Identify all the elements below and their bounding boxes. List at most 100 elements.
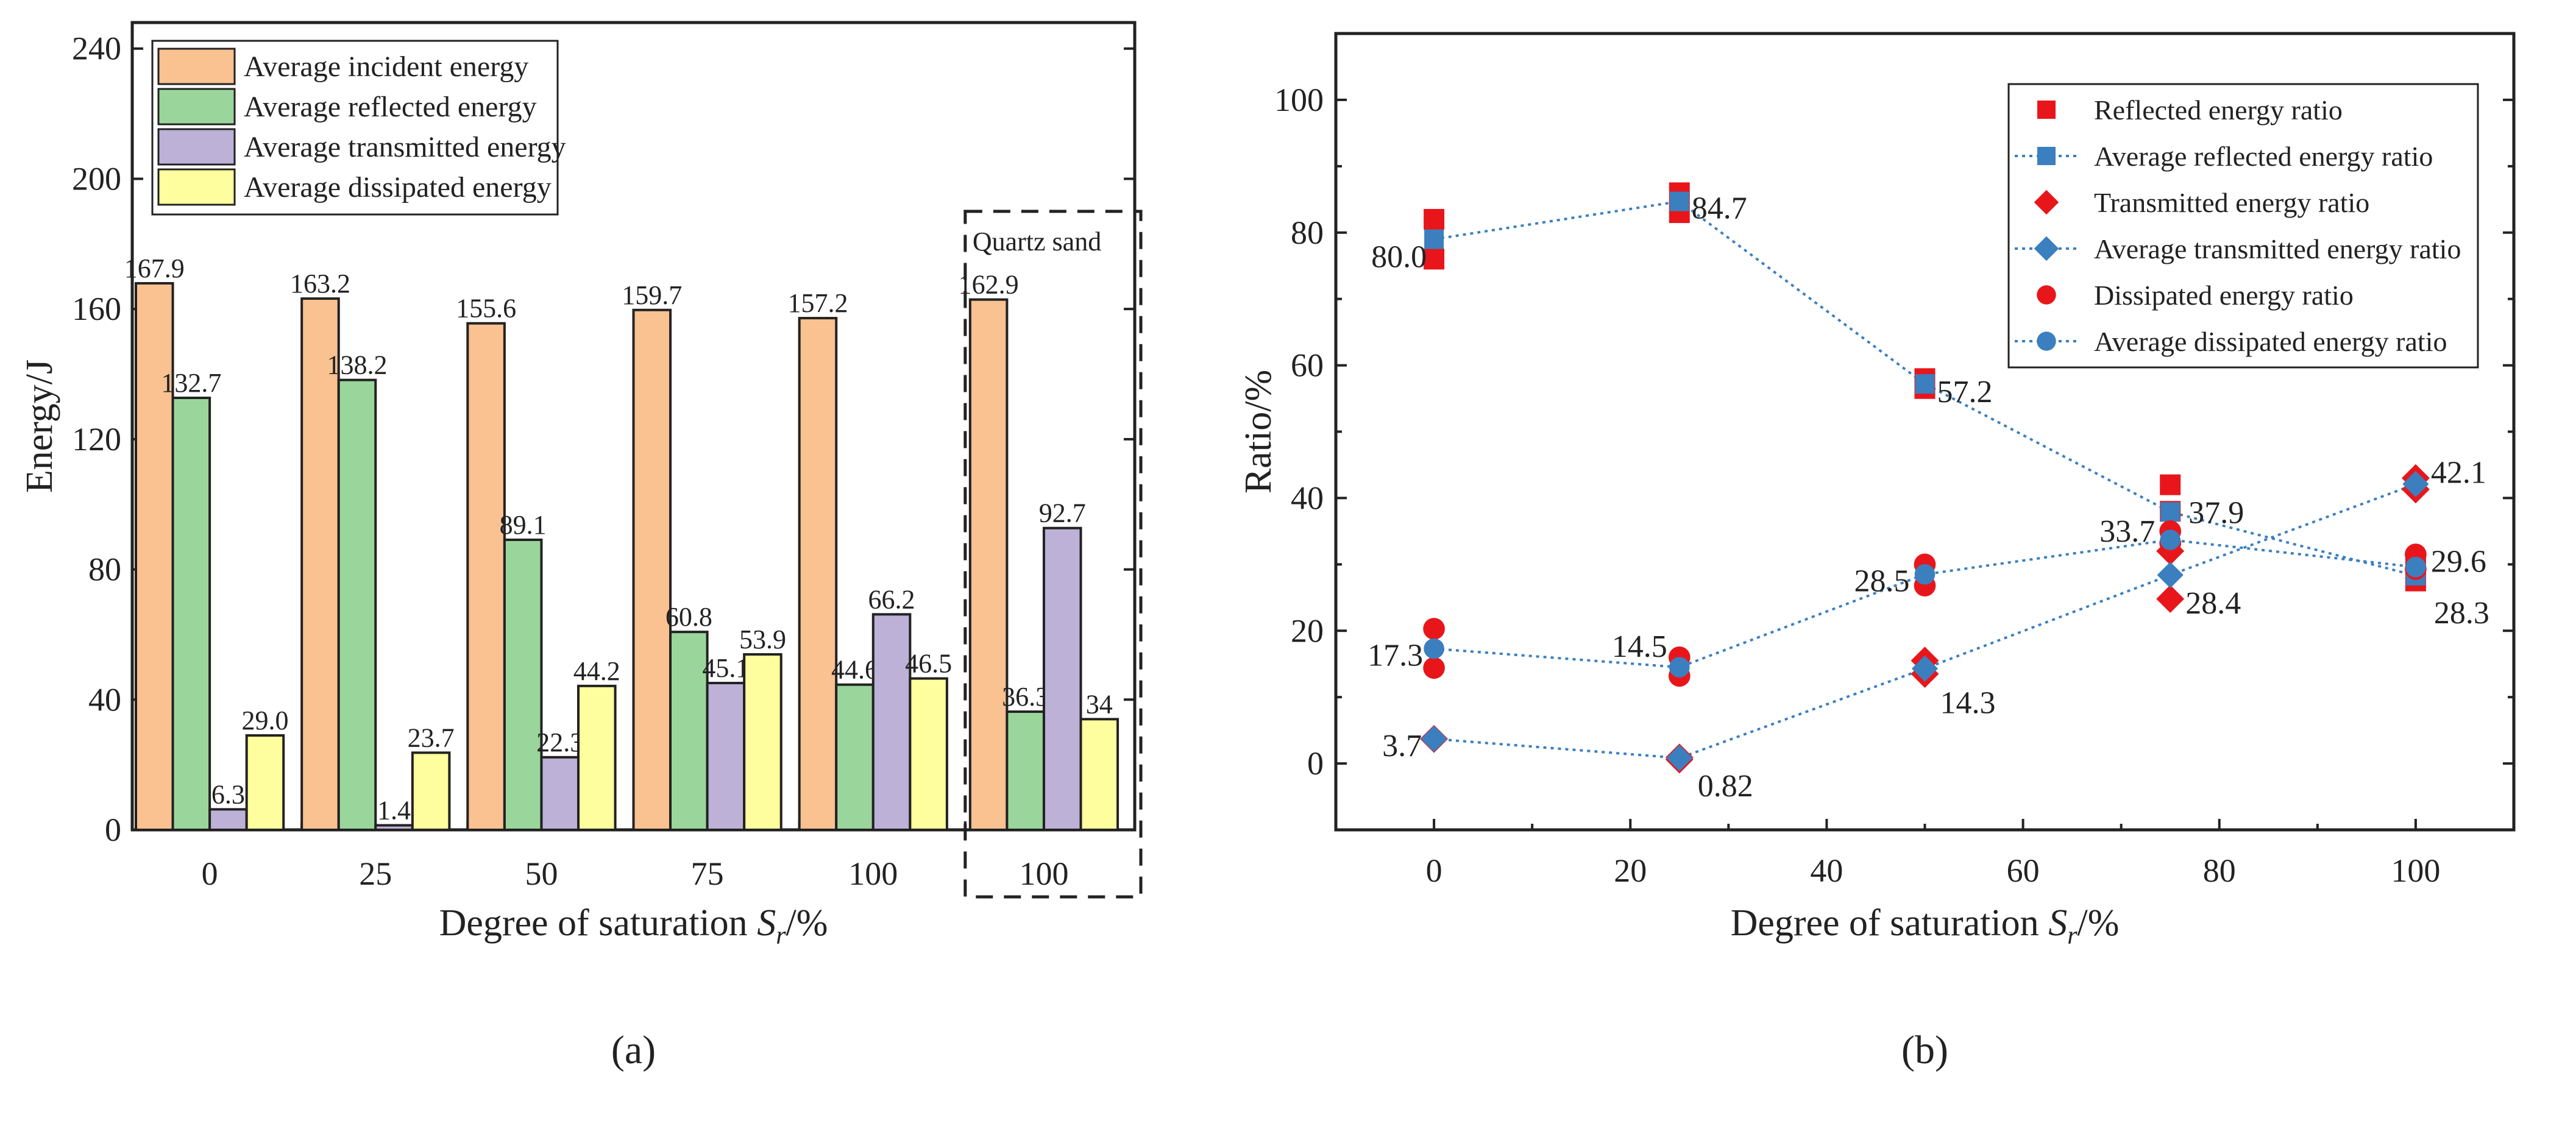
- legend-label: Average reflected energy: [244, 91, 537, 123]
- x-tick-label: 0: [202, 855, 218, 892]
- quartz-sand-box: [963, 210, 1143, 899]
- point-value-label: 80.0: [1371, 240, 1427, 275]
- x-tick-label: 75: [691, 855, 724, 892]
- legend-swatch: [157, 48, 236, 85]
- point-value-label: 42.1: [2431, 456, 2486, 490]
- x-tick-label: 100: [848, 855, 898, 892]
- bar: [540, 756, 580, 831]
- x-tick-label: 100: [1019, 855, 1068, 892]
- legend-label: Dissipated energy ratio: [2094, 280, 2354, 311]
- data-point: [1424, 208, 1445, 230]
- average-point: [2402, 470, 2429, 498]
- point-value-label: 3.7: [1382, 729, 1422, 763]
- bar: [1006, 710, 1045, 831]
- bar-value-label: 44.6: [831, 655, 878, 685]
- x-tick-label: 50: [525, 855, 558, 892]
- x-tick-label: 25: [359, 855, 392, 892]
- y-tick-label: 60: [1291, 347, 1324, 384]
- y-tick-label: 160: [72, 291, 121, 327]
- bar-value-label: 34: [1086, 689, 1113, 719]
- bar: [798, 317, 838, 831]
- point-value-label: 14.5: [1612, 629, 1667, 664]
- y-tick-label: 100: [1274, 82, 1324, 118]
- y-tick-label: 0: [1307, 745, 1324, 782]
- bar-chart-a: 0 40 80 120 160 200 240 0 167.9 132.7 6.3 29.0 25 163…: [19, 21, 1143, 1072]
- point-value-label: 33.7: [2099, 514, 2155, 549]
- bar-value-label: 159.7: [622, 280, 682, 310]
- legend-label: Average transmitted energy ratio: [2094, 233, 2461, 264]
- y-tick-label: 80: [88, 551, 121, 588]
- bar-value-label: 155.6: [456, 294, 516, 324]
- bar: [1079, 718, 1119, 832]
- bar-value-label: 23.7: [408, 723, 455, 752]
- point-value-label: 14.3: [1940, 685, 1996, 720]
- x-tick-label: 80: [2203, 852, 2236, 889]
- legend-label: Average transmitted energy: [244, 131, 566, 163]
- y-tick-label: 240: [72, 30, 121, 67]
- data-point: [1423, 657, 1445, 679]
- point-value-label: 28.3: [2434, 596, 2489, 631]
- average-point: [2160, 502, 2180, 522]
- average-point: [2157, 562, 2184, 589]
- y-tick-label: 40: [88, 681, 121, 718]
- bar-value-label: 92.7: [1039, 498, 1086, 528]
- legend-label: Average dissipated energy ratio: [2094, 326, 2447, 357]
- point-value-label: 37.9: [2188, 495, 2244, 530]
- bar-value-label: 36.3: [1002, 682, 1049, 712]
- x-tick-label: 20: [1614, 852, 1647, 889]
- bar-value-label: 167.9: [124, 253, 185, 283]
- y-axis-title: Ratio/%: [1238, 370, 1279, 494]
- legend-swatch: [157, 88, 236, 126]
- point-value-label: 28.4: [2185, 586, 2241, 621]
- point-value-label: 0.82: [1698, 769, 1753, 804]
- bar: [466, 322, 506, 831]
- bar: [871, 613, 912, 831]
- x-tick-label: 100: [2391, 852, 2440, 889]
- average-point: [1669, 657, 1690, 678]
- bar-value-label: 22.3: [536, 727, 583, 757]
- bar-value-label: 138.2: [327, 350, 388, 380]
- point-value-label: 57.2: [1937, 375, 1993, 409]
- legend-marker: [2037, 285, 2056, 305]
- y-axis-title: Energy/J: [19, 359, 60, 493]
- bar: [706, 682, 746, 832]
- bar: [503, 538, 543, 831]
- point-value-label: 17.3: [1368, 639, 1423, 673]
- data-point: [1424, 249, 1445, 270]
- average-point: [2405, 556, 2426, 578]
- legend: Reflected energy ratio Average reflected …: [2007, 83, 2479, 369]
- bar-value-label: 157.2: [787, 288, 848, 318]
- average-point: [1421, 726, 1447, 752]
- legend-label: Reflected energy ratio: [2094, 94, 2343, 126]
- legend-marker: [2037, 331, 2056, 351]
- average-point: [1915, 374, 1935, 394]
- y-tick-label: 80: [1291, 214, 1324, 251]
- legend-label: Transmitted energy ratio: [2094, 187, 2369, 218]
- bar: [374, 824, 414, 831]
- bar: [1042, 526, 1082, 832]
- bar-value-label: 163.2: [290, 269, 350, 299]
- y-tick-label: 120: [72, 421, 121, 458]
- bar-value-label: 132.7: [161, 368, 221, 398]
- legend-swatch: [157, 168, 236, 206]
- bar-value-label: 60.8: [665, 602, 712, 632]
- legend-label: Average incident energy: [244, 51, 528, 83]
- bar-value-label: 46.5: [905, 649, 952, 679]
- average-point: [1424, 229, 1444, 249]
- bar-value-label: 162.9: [959, 270, 1019, 300]
- average-point: [1424, 638, 1444, 659]
- y-tick-label: 200: [72, 160, 121, 197]
- bar-value-label: 29.0: [241, 706, 288, 735]
- legend-marker: [2037, 101, 2056, 119]
- x-tick-label: 60: [2007, 852, 2040, 889]
- legend-box: [2007, 83, 2479, 369]
- bar-value-label: 45.1: [702, 653, 749, 683]
- x-tick-label: 40: [1810, 852, 1843, 889]
- bar: [411, 751, 451, 832]
- data-point: [1423, 618, 1445, 640]
- average-point: [1669, 191, 1689, 211]
- bar: [632, 308, 672, 831]
- bar: [135, 281, 174, 832]
- series-line: [1433, 200, 2416, 577]
